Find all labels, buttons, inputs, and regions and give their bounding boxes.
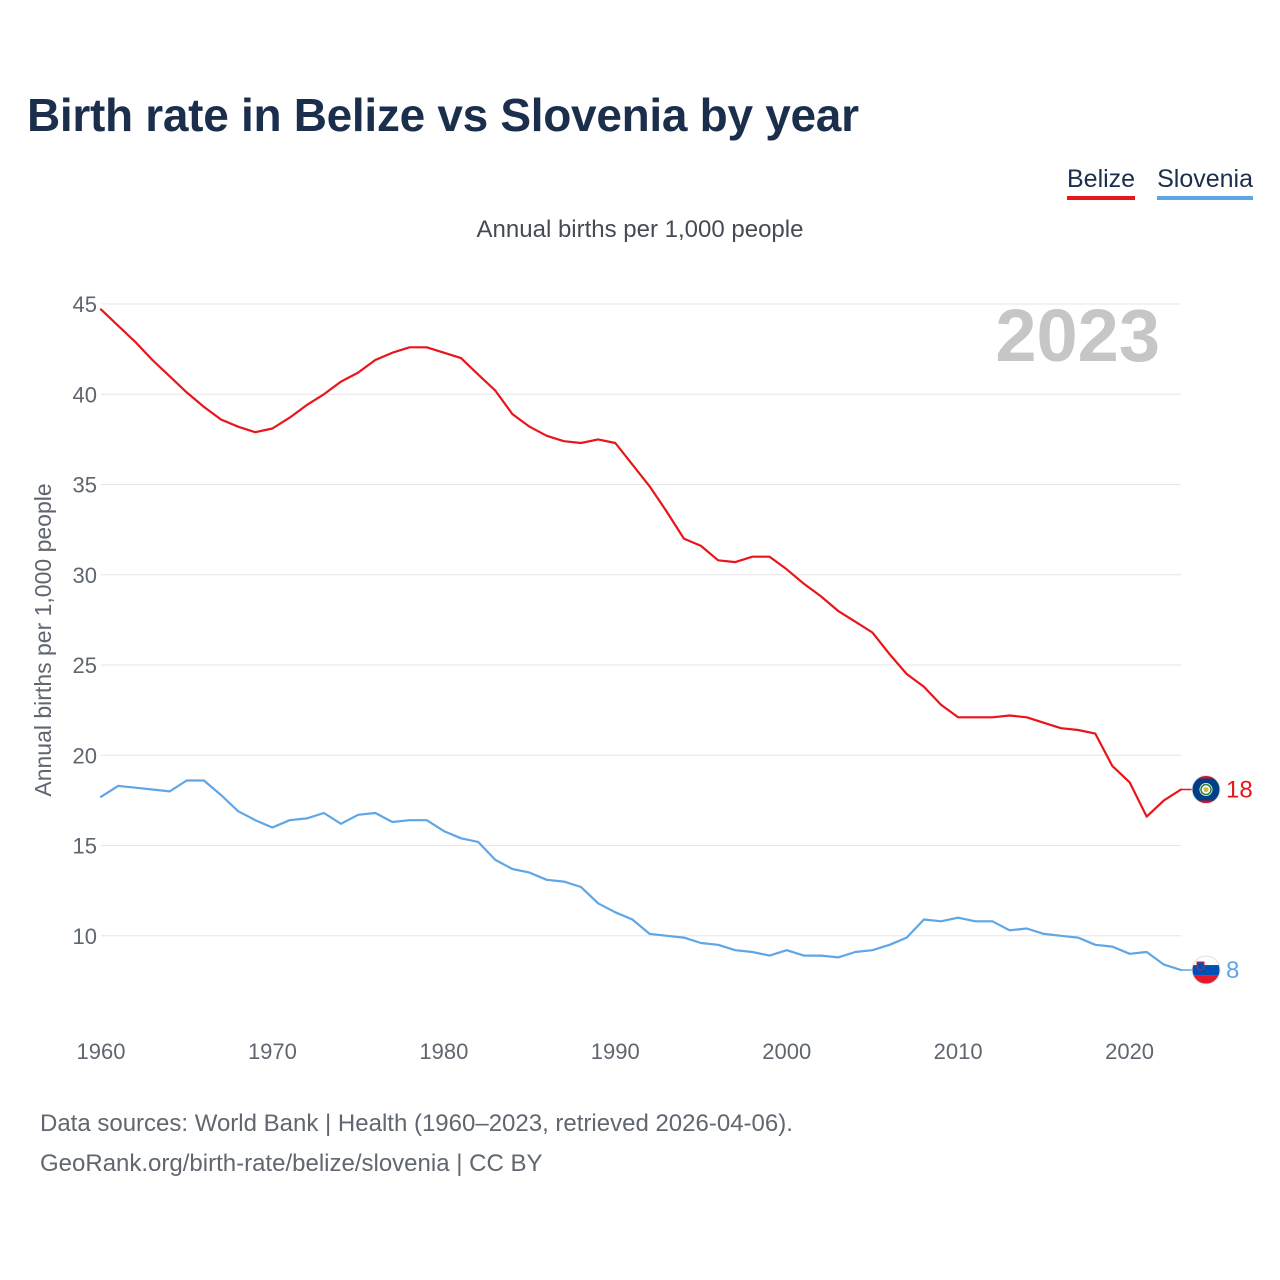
y-tick-label-10: 10 [73,924,97,949]
chart-footer: Data sources: World Bank | Health (1960–… [40,1104,793,1184]
y-tick-label-40: 40 [73,382,97,407]
x-tick-label-2020: 2020 [1105,1039,1154,1064]
end-value-label-belize: 18 [1226,777,1253,804]
grid-lines [101,303,1181,937]
y-tick-label-15: 15 [73,834,97,859]
y-tick-label-25: 25 [73,653,97,678]
page-title: Birth rate in Belize vs Slovenia by year [27,89,859,141]
series-lines [99,308,1183,972]
x-axis-ticks: 1960 1970 1980 1990 2000 2010 2020 [77,1039,1155,1064]
x-tick-label-2000: 2000 [762,1039,811,1064]
year-watermark: 2023 [995,294,1160,377]
footer-source-link[interactable]: GeoRank.org/birth-rate/belize/slovenia |… [40,1150,543,1177]
belize-flag-icon [1191,775,1221,805]
y-tick-label-30: 30 [73,563,97,588]
footer-sources: Data sources: World Bank | Health (1960–… [40,1110,793,1137]
slovenia-flag-icon [1191,955,1221,985]
y-tick-label-45: 45 [73,292,97,317]
x-tick-label-2010: 2010 [934,1039,983,1064]
y-axis-ticks: 10 15 20 25 30 35 40 45 [73,292,97,949]
series-end-labels: 18 8 [1181,775,1253,985]
y-axis-label: Annual births per 1,000 people [30,483,56,796]
legend-item-slovenia[interactable]: Slovenia [1157,164,1253,200]
y-tick-label-35: 35 [73,473,97,498]
chart-legend: Belize Slovenia [1067,164,1253,200]
series-line-slovenia[interactable] [99,779,1183,972]
x-tick-label-1990: 1990 [591,1039,640,1064]
y-tick-label-20: 20 [73,743,97,768]
legend-item-belize[interactable]: Belize [1067,164,1136,200]
x-tick-label-1960: 1960 [77,1039,126,1064]
x-tick-label-1980: 1980 [419,1039,468,1064]
chart-subtitle: Annual births per 1,000 people [476,216,804,243]
x-tick-label-1970: 1970 [248,1039,297,1064]
series-line-belize[interactable] [99,308,1183,818]
end-value-label-slovenia: 8 [1226,957,1239,984]
